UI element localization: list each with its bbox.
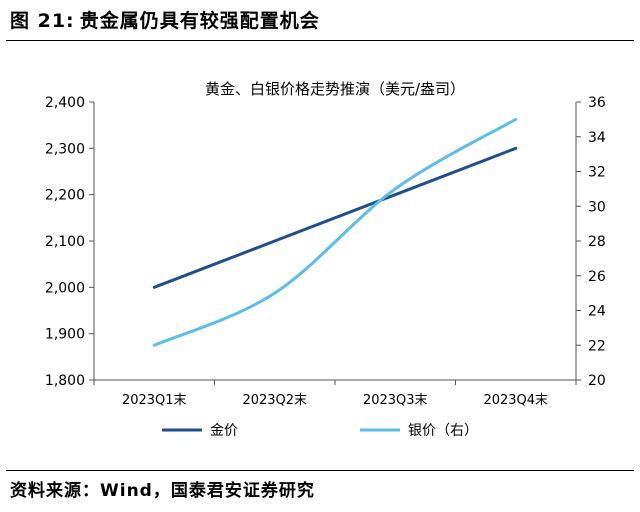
- figure-title: 贵金属仍具有较强配置机会: [79, 10, 320, 32]
- y-left-tick-label: 1,800: [45, 373, 85, 389]
- gold-price-line: [152, 146, 518, 289]
- y-left-tick-label: 2,100: [45, 234, 85, 250]
- y-left-tick-label: 1,900: [45, 327, 85, 343]
- y-right-tick-label: 36: [588, 95, 606, 111]
- legend-label-silver: 银价（右）: [408, 423, 478, 439]
- chart: 黄金、白银价格走势推演（美元/盎司） 1,800 1,900 2,000 2,100 2,…: [45, 80, 606, 439]
- x-tick-label: 2023Q4末: [483, 393, 548, 408]
- top-rule: [6, 40, 634, 41]
- y-right-tick-label: 22: [588, 338, 606, 354]
- y-right-tick-label: 34: [588, 130, 606, 146]
- chart-title: 黄金、白银价格走势推演（美元/盎司）: [205, 80, 465, 98]
- legend-label-gold: 金价: [210, 423, 238, 439]
- figure-header: 图 21: 贵金属仍具有较强配置机会: [10, 6, 630, 40]
- x-tick-label: 2023Q1末: [122, 393, 187, 408]
- y-right-tick-label: 32: [588, 165, 606, 181]
- y-right-tick-label: 30: [588, 199, 606, 215]
- figure-label: 图 21:: [10, 10, 75, 32]
- silver-price-line: [152, 117, 518, 347]
- y-right-tick-label: 20: [588, 373, 606, 389]
- y-left-tick-label: 2,200: [45, 188, 85, 204]
- x-tick-label: 2023Q2末: [242, 393, 307, 408]
- y-left-tick-label: 2,400: [45, 95, 85, 111]
- x-tick-label: 2023Q3末: [363, 393, 428, 408]
- y-right-tick-label: 28: [588, 234, 606, 250]
- y-right-tick-label: 26: [588, 269, 606, 285]
- bottom-rule: [6, 470, 634, 471]
- y-left-tick-label: 2,000: [45, 280, 85, 296]
- source-note: 资料来源：Wind，国泰君安证券研究: [10, 481, 315, 501]
- y-right-tick-label: 24: [588, 304, 606, 320]
- y-left-tick-label: 2,300: [45, 141, 85, 157]
